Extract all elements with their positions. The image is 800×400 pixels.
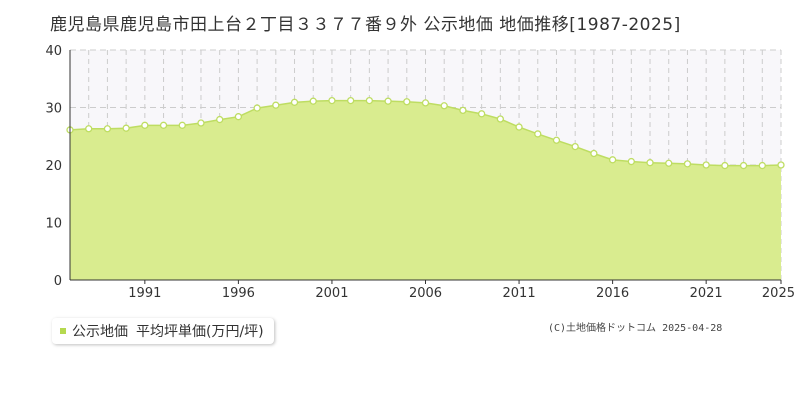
data-point xyxy=(608,156,617,164)
data-point xyxy=(627,157,635,166)
data-point xyxy=(328,96,336,105)
data-points xyxy=(66,96,785,170)
data-point xyxy=(571,142,579,151)
x-tick-label: 2011 xyxy=(503,286,536,300)
x-tick-label: 2021 xyxy=(690,286,723,300)
data-point xyxy=(477,110,486,118)
legend: 公示地価 平均坪単価(万円/坪) xyxy=(52,318,274,344)
y-tick-label: 10 xyxy=(45,217,62,232)
y-tick-label: 0 xyxy=(54,274,62,289)
data-point xyxy=(440,102,448,110)
data-point xyxy=(665,159,673,167)
data-point xyxy=(590,149,598,158)
data-point xyxy=(496,115,504,123)
x-tick-label: 2025 xyxy=(762,286,795,300)
data-point xyxy=(141,121,149,129)
area-fill xyxy=(70,100,781,280)
chart-title: 鹿児島県鹿児島市田上台２丁目３３７７番９外 公示地価 地価推移[1987-202… xyxy=(50,15,681,35)
legend-label-2: 平均坪単価(万円/坪) xyxy=(136,324,264,340)
data-point xyxy=(365,96,374,105)
x-tick-label: 1996 xyxy=(222,286,255,300)
data-point xyxy=(683,160,692,168)
data-point xyxy=(85,125,93,133)
y-tick-label: 20 xyxy=(45,159,62,174)
legend-swatch-icon xyxy=(60,328,66,334)
data-point xyxy=(421,99,430,107)
copyright-text: (C)土地価格ドットコム 2025-04-28 xyxy=(548,323,723,334)
data-point xyxy=(197,119,205,127)
data-point xyxy=(290,98,299,106)
data-point xyxy=(459,106,467,115)
data-point xyxy=(253,104,261,112)
data-point xyxy=(272,101,280,109)
data-point xyxy=(103,125,112,133)
data-point xyxy=(122,124,130,132)
data-point xyxy=(758,161,766,170)
data-point xyxy=(702,161,710,169)
x-tick-label: 2016 xyxy=(596,286,629,300)
data-point xyxy=(159,121,168,129)
x-tick-label: 1991 xyxy=(128,286,161,300)
chart: 0 10 20 30 40 1991 1996 2001 2006 2011 2016 2021 202… xyxy=(45,44,795,300)
x-tick-label: 2001 xyxy=(315,286,348,300)
legend-label-1: 公示地価 xyxy=(72,324,128,340)
axes xyxy=(69,50,782,284)
data-point xyxy=(384,97,392,105)
data-point xyxy=(739,161,748,170)
data-point xyxy=(347,96,355,105)
tick-labels: 0 10 20 30 40 1991 1996 2001 2006 2011 2016 2021 202… xyxy=(45,44,795,300)
data-point xyxy=(216,115,224,124)
data-point xyxy=(721,161,729,170)
data-point xyxy=(646,159,654,167)
data-point xyxy=(777,161,785,169)
data-point xyxy=(178,121,186,129)
data-point xyxy=(515,123,523,131)
data-point xyxy=(552,136,561,144)
x-tick-label: 2006 xyxy=(409,286,442,300)
data-point xyxy=(403,98,411,106)
data-point xyxy=(309,97,317,105)
data-point xyxy=(234,113,243,121)
data-point xyxy=(534,130,542,138)
y-tick-label: 40 xyxy=(45,44,62,59)
y-tick-label: 30 xyxy=(45,102,62,117)
